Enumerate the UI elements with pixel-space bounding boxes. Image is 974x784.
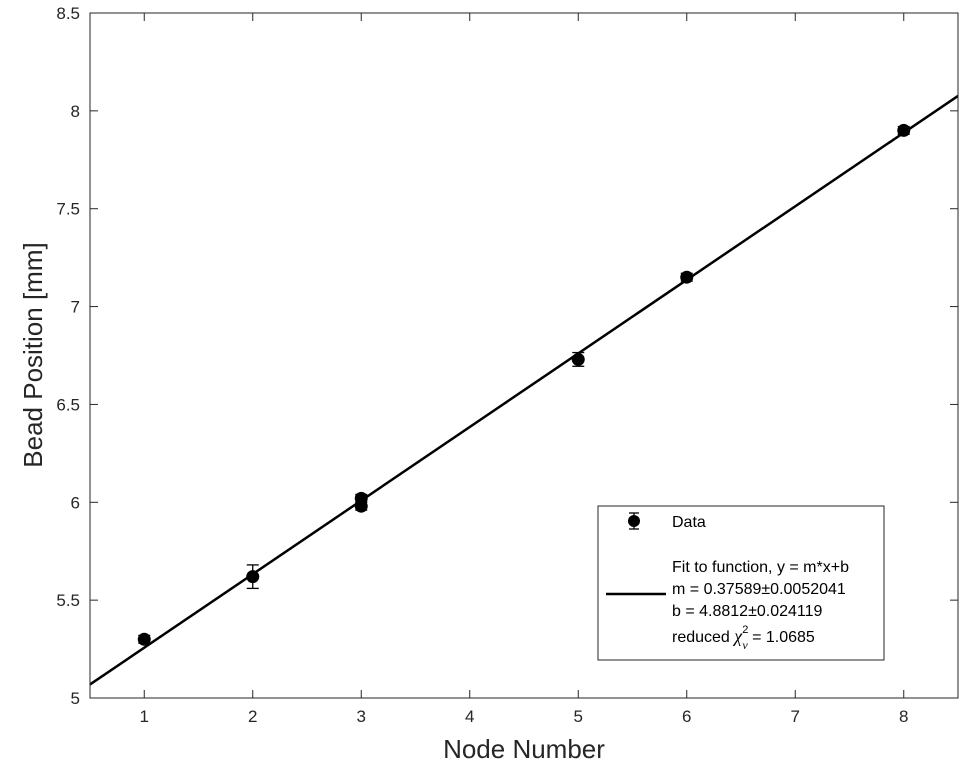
labels-layer: 1 2 3 4 5 6 7 8 5 5.5 6 6.5 7 7.5 8 8.5	[56, 4, 908, 726]
x-tick-label: 8	[899, 707, 908, 726]
y-tick-label: 8	[71, 102, 80, 121]
data-marker	[354, 499, 368, 513]
x-tick-label: 6	[682, 707, 691, 726]
data-point	[246, 564, 260, 590]
y-tick-label: 5.5	[56, 591, 80, 610]
x-tick-label: 1	[140, 707, 149, 726]
data-point	[137, 632, 151, 646]
points-layer	[137, 123, 911, 646]
legend-fit-label-1: Fit to function, y = m*x+b	[672, 559, 849, 576]
y-axis-title: Bead Position [mm]	[18, 242, 48, 467]
ticks-layer	[90, 12, 958, 699]
data-marker	[137, 632, 151, 646]
data-marker	[571, 352, 585, 366]
x-tick-label: 5	[574, 707, 583, 726]
fit-layer	[89, 94, 959, 686]
legend-fit-label-2: m = 0.37589±0.0052041	[672, 581, 846, 598]
x-axis-title: Node Number	[443, 734, 605, 764]
data-point	[680, 270, 694, 284]
y-tick-label: 8.5	[56, 4, 80, 23]
legend-fit-label-4: reduced χ2 ν = 1.0685	[672, 624, 815, 652]
data-point	[571, 351, 585, 367]
legend-fit-label-3: b = 4.8812±0.024119	[672, 603, 823, 620]
legend-box	[597, 505, 885, 661]
data-point	[897, 123, 911, 137]
y-tick-label: 6	[71, 493, 80, 512]
x-tick-label: 7	[791, 707, 800, 726]
legend-data-label: Data	[672, 514, 706, 531]
data-marker	[897, 123, 911, 137]
data-marker	[246, 570, 260, 584]
legend: Data Fit to function, y = m*x+b m = 0.37…	[597, 505, 885, 661]
legend-data-marker	[628, 512, 640, 530]
x-tick-label: 2	[248, 707, 257, 726]
x-tick-label: 4	[465, 707, 474, 726]
y-tick-label: 5	[71, 689, 80, 708]
data-marker	[680, 270, 694, 284]
fit-line	[89, 94, 959, 686]
y-tick-label: 7.5	[56, 200, 80, 219]
y-tick-label: 6.5	[56, 395, 80, 414]
x-tick-label: 3	[357, 707, 366, 726]
y-tick-label: 7	[71, 298, 80, 317]
plot-frame	[89, 12, 959, 699]
data-point	[354, 499, 368, 513]
